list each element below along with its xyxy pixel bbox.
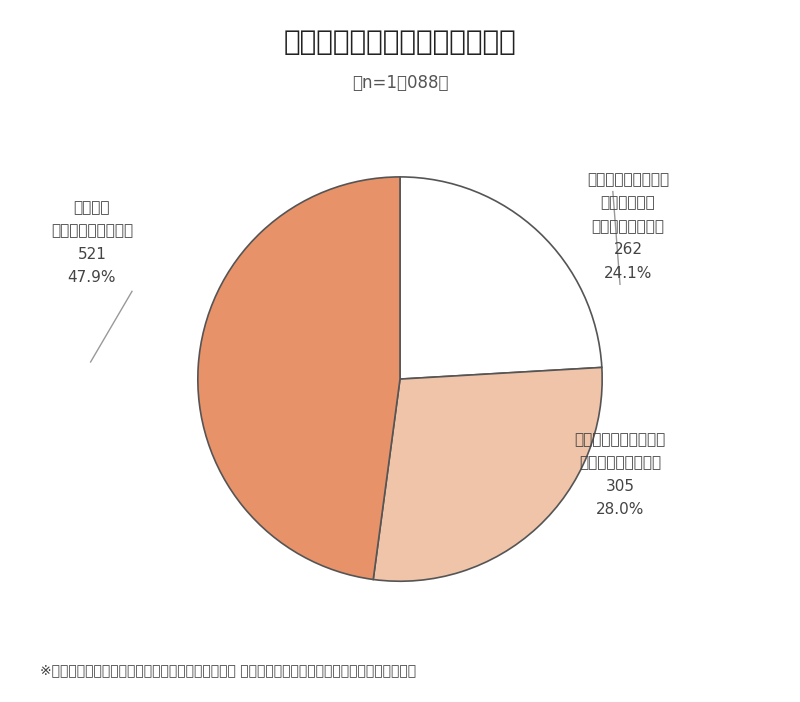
Wedge shape bbox=[374, 367, 602, 581]
Text: 後継者の有無と意思確認の状況: 後継者の有無と意思確認の状況 bbox=[284, 28, 516, 56]
Text: 現段階で
後継者候補はいない
521
47.9%: 現段階で 後継者候補はいない 521 47.9% bbox=[51, 200, 133, 285]
Wedge shape bbox=[198, 177, 400, 579]
Text: 後継者候補がおり、
承継について
意思確認済である
262
24.1%: 後継者候補がおり、 承継について 意思確認済である 262 24.1% bbox=[587, 172, 669, 281]
Text: 後継者候補はいるが、
意思確認していない
305
28.0%: 後継者候補はいるが、 意思確認していない 305 28.0% bbox=[574, 432, 666, 517]
Text: ※出典：日医総研ワーキングペーパー「日本医師会 医業承継実態調査：医療機関経営者向け調査」: ※出典：日医総研ワーキングペーパー「日本医師会 医業承継実態調査：医療機関経営者… bbox=[40, 663, 416, 677]
Wedge shape bbox=[400, 177, 602, 379]
Text: （n=1，088）: （n=1，088） bbox=[352, 74, 448, 92]
